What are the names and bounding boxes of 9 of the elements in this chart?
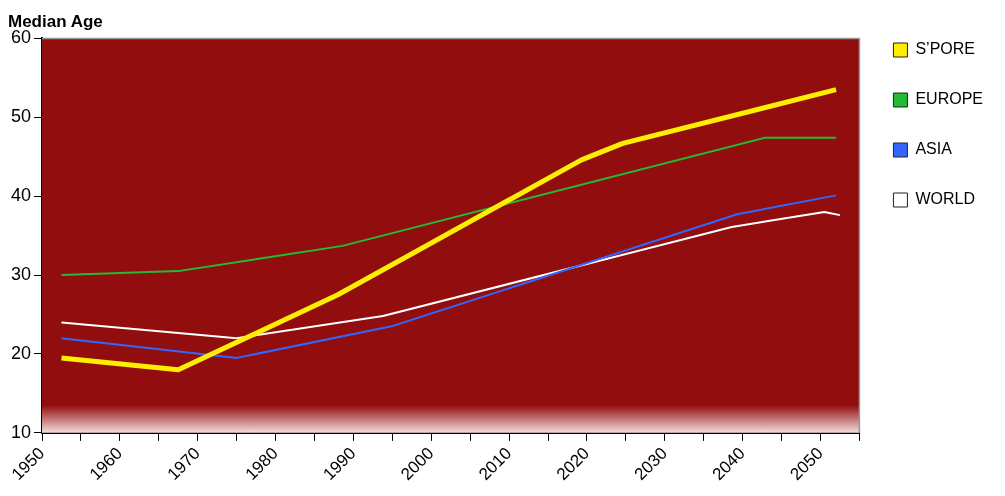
- legend-label: S’PORE: [915, 40, 976, 58]
- y-tick-label: 50: [10, 106, 32, 127]
- y-tick-label: 30: [10, 264, 32, 285]
- y-tick-label: 20: [10, 342, 32, 363]
- legend-label: EUROPE: [915, 90, 984, 108]
- y-tick-label: 40: [10, 185, 32, 206]
- legend-label: ASIA: [915, 140, 953, 158]
- legend-label: WORLD: [915, 190, 975, 208]
- y-tick-label: 10: [10, 421, 32, 442]
